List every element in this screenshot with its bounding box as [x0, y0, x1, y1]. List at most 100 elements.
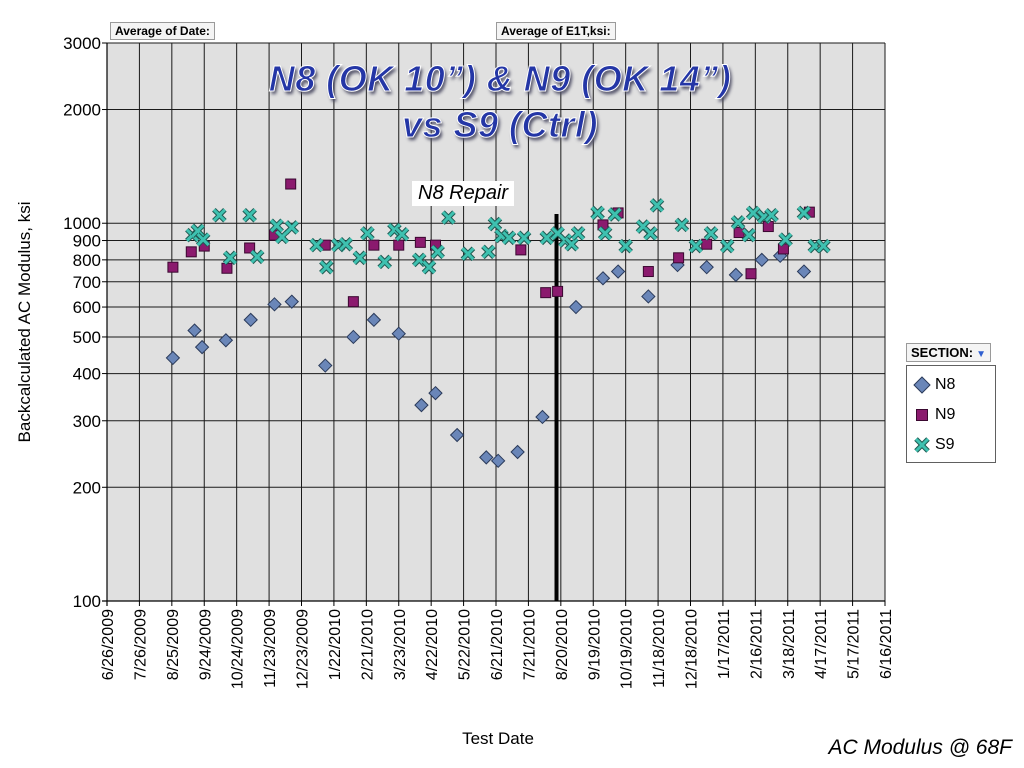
- data-point-s9: [618, 238, 633, 254]
- x-tick-label: 3/18/2011: [781, 609, 798, 679]
- average-of-e1t-field-button[interactable]: Average of E1T,ksi:: [496, 22, 616, 40]
- data-point-s9: [674, 217, 690, 233]
- x-tick-label: 2/16/2011: [748, 609, 765, 679]
- data-point-s9: [643, 226, 658, 241]
- chart-title-line-1: N8 (OK 10”) & N9 (OK 14”): [268, 58, 732, 100]
- dropdown-arrow-icon[interactable]: ▼: [976, 349, 987, 360]
- data-point-s9: [570, 226, 586, 241]
- data-point-n9: [414, 236, 426, 248]
- legend-item-label: N9: [935, 406, 956, 423]
- y-tick-label: 2000: [63, 101, 101, 120]
- x-tick-label: 12/18/2010: [684, 609, 701, 689]
- data-point-n8: [284, 294, 299, 309]
- x-tick-label: 7/26/2009: [132, 609, 149, 680]
- legend: SECTION: ▼ N8 N9 S9: [906, 343, 1010, 463]
- data-point-n8: [510, 444, 525, 460]
- x-tick-label: 9/19/2010: [586, 609, 603, 680]
- data-point-n8: [366, 312, 382, 328]
- square-marker-icon: [916, 409, 928, 421]
- x-tick-label: 11/18/2010: [651, 609, 668, 688]
- legend-item-n9: N9: [913, 400, 989, 430]
- data-point-s9: [269, 218, 284, 233]
- data-point-n8: [218, 333, 234, 348]
- data-point-n9: [733, 227, 745, 239]
- x-tick-label: 6/21/2010: [489, 609, 506, 680]
- y-tick-label: 900: [73, 232, 101, 251]
- data-point-s9: [249, 249, 265, 265]
- data-point-n8: [267, 297, 282, 312]
- data-point-n8: [187, 323, 202, 338]
- data-point-n9: [368, 239, 380, 251]
- x-tick-label: 4/17/2011: [813, 609, 830, 679]
- y-tick-label: 3000: [63, 34, 101, 53]
- y-tick-label: 700: [73, 273, 101, 292]
- y-tick-label: 400: [73, 365, 101, 384]
- data-point-s9: [730, 215, 746, 230]
- data-point-s9: [274, 229, 290, 245]
- data-point-s9: [703, 226, 719, 241]
- y-tick-label: 100: [73, 592, 101, 611]
- x-axis-label: Test Date: [462, 729, 534, 748]
- data-point-s9: [377, 254, 392, 270]
- data-point-s9: [441, 210, 456, 225]
- x-tick-label: 10/24/2009: [230, 609, 247, 689]
- x-tick-label: 10/19/2010: [619, 609, 636, 689]
- section-field-button[interactable]: SECTION: ▼: [906, 343, 992, 362]
- data-point-n8: [754, 252, 770, 268]
- data-point-s9: [816, 238, 831, 254]
- data-point-n8: [535, 409, 550, 425]
- chart-title-line-2: vs S9 (Ctrl): [401, 104, 599, 146]
- data-point-s9: [796, 205, 812, 221]
- x-marker-icon: [914, 437, 930, 453]
- data-point-s9: [649, 198, 665, 213]
- x-tick-label: 1/22/2010: [327, 609, 344, 680]
- data-point-n8: [414, 397, 429, 413]
- x-tick-label: 1/17/2011: [716, 609, 733, 679]
- x-tick-label: 12/23/2009: [295, 609, 312, 689]
- data-point-s9: [481, 244, 496, 260]
- y-axis-label: Backcalculated AC Modulus, ksi: [15, 202, 34, 443]
- data-point-n9: [285, 178, 297, 190]
- data-point-n9: [673, 252, 685, 264]
- data-point-n9: [515, 244, 527, 256]
- data-point-n9: [745, 268, 757, 280]
- data-point-n8: [428, 385, 443, 401]
- data-point-s9: [501, 230, 517, 246]
- data-point-s9: [338, 236, 354, 252]
- diamond-marker-icon: [913, 376, 931, 394]
- data-point-s9: [778, 232, 793, 247]
- data-point-s9: [242, 207, 257, 223]
- data-point-n9: [642, 266, 654, 278]
- y-tick-label: 200: [73, 478, 101, 497]
- data-point-s9: [430, 244, 445, 260]
- data-point-s9: [741, 227, 757, 243]
- x-tick-label: 8/25/2009: [165, 609, 182, 680]
- x-tick-label: 5/17/2011: [846, 609, 863, 679]
- x-tick-label: 9/24/2009: [197, 609, 214, 680]
- x-tick-label: 2/21/2010: [359, 609, 376, 680]
- data-point-s9: [352, 250, 368, 266]
- average-of-date-field-button[interactable]: Average of Date:: [110, 22, 215, 40]
- y-tick-label: 300: [73, 412, 101, 431]
- data-point-s9: [564, 236, 579, 252]
- data-point-s9: [487, 216, 503, 232]
- legend-item-label: S9: [935, 436, 955, 453]
- data-point-s9: [590, 205, 605, 221]
- legend-item-n8: N8: [913, 370, 989, 400]
- data-point-n8: [318, 358, 333, 373]
- data-point-n9: [540, 287, 552, 299]
- data-point-s9: [284, 220, 300, 235]
- data-point-n9: [347, 296, 359, 308]
- data-point-n8: [449, 427, 465, 443]
- data-point-n8: [796, 264, 812, 279]
- data-point-s9: [597, 226, 613, 241]
- data-point-n8: [568, 299, 584, 315]
- data-point-s9: [360, 226, 375, 241]
- y-tick-label: 600: [73, 298, 101, 317]
- x-tick-label: 6/26/2009: [100, 609, 117, 680]
- n8-repair-label: N8 Repair: [412, 181, 515, 206]
- data-point-n8: [165, 350, 181, 366]
- x-tick-label: 3/23/2010: [392, 609, 409, 680]
- data-point-n8: [641, 289, 656, 304]
